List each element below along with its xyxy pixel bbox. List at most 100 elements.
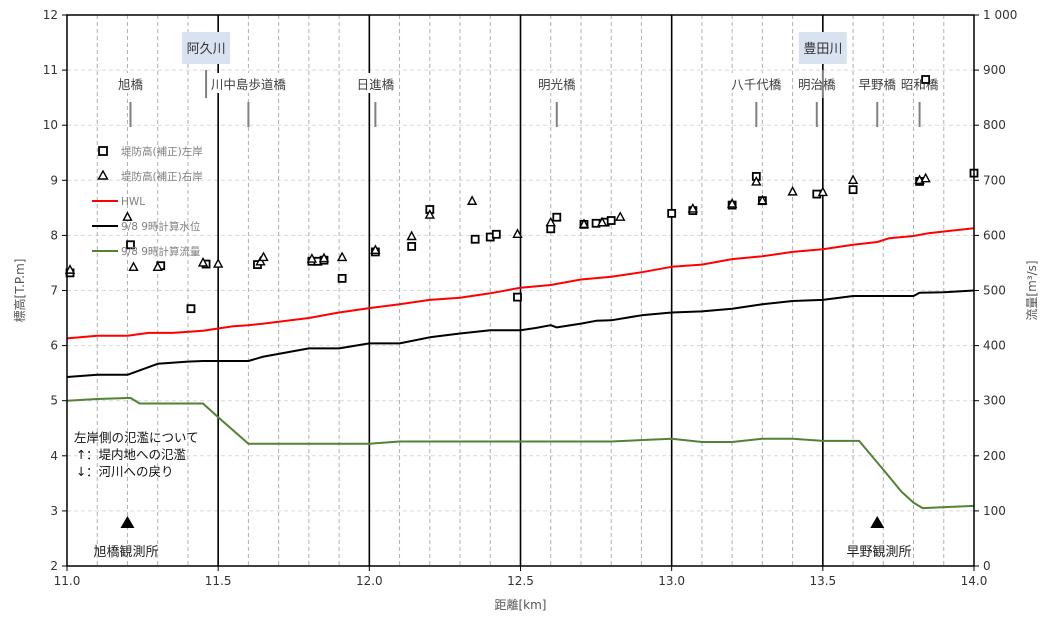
left-bank-point: [186, 304, 196, 314]
bridge-label: 早野橋: [858, 77, 896, 92]
station-label: 早野観測所: [846, 545, 911, 560]
y2-tick-label: 100: [983, 504, 1006, 518]
right-bank-point: [466, 195, 478, 205]
bridge-label-bg: [206, 73, 291, 93]
bridge-label-bg: [116, 73, 145, 93]
bridge-label: 明光橋: [538, 77, 576, 92]
y-tick-label: 11: [43, 63, 58, 77]
y2-tick-label: 200: [983, 449, 1006, 463]
bridge-label: 川中島歩道橋: [211, 77, 287, 92]
right-bank-point: [512, 228, 523, 238]
bridge-label: 昭和橋: [901, 77, 939, 92]
overflow-down-text: ：河川への戻り: [86, 464, 174, 479]
right-bank-point: [152, 261, 163, 272]
y-tick-label: 5: [50, 394, 58, 408]
tributary-label: 阿久川: [187, 42, 226, 57]
overflow-note-title: 左岸側の氾濫について: [74, 430, 199, 445]
y-tick-label: 4: [50, 449, 58, 463]
legend-label: 堤防高(補正)左岸: [121, 145, 203, 158]
y-tick-label: 6: [50, 339, 58, 353]
left-bank-point: [667, 208, 677, 218]
left-bank-point: [126, 240, 135, 250]
right-bank-point: [920, 172, 931, 183]
bridge-label-bg: [856, 73, 899, 93]
series-line-HWL: [66, 227, 975, 340]
embankment-markers: [64, 75, 979, 314]
y2-tick-label: 800: [983, 118, 1006, 132]
right-bank-point: [306, 253, 318, 263]
bridge-label: 日進橋: [357, 77, 395, 92]
left-bank-point: [606, 216, 616, 225]
series-line-9/8 9時計算流量: [66, 396, 975, 510]
station-marker: [870, 516, 885, 528]
y-tick-label: 3: [50, 504, 58, 518]
right-bank-point: [787, 185, 798, 196]
right-bank-point: [847, 174, 859, 185]
bridge-label-bg: [795, 73, 838, 93]
y2-tick-label: 300: [983, 394, 1006, 408]
right-bank-point: [615, 211, 626, 221]
y2-tick-label: 0: [983, 559, 991, 573]
left-bank-point: [513, 292, 522, 302]
right-bank-point: [406, 230, 417, 241]
legend-label: HWL: [121, 196, 145, 208]
x-tick-label: 14.0: [961, 574, 988, 588]
overflow-down-arrow: ↓: [76, 464, 86, 479]
left-bank-point: [848, 185, 858, 195]
left-bank-point: [337, 273, 347, 283]
y-tick-label: 2: [50, 559, 58, 573]
y-tick-label: 9: [50, 173, 58, 187]
x-axis-label: 距離[km]: [494, 598, 546, 612]
right-bank-point: [757, 194, 768, 205]
y-tick-label: 10: [43, 118, 58, 132]
left-bank-point: [552, 212, 562, 222]
left-bank-point: [470, 234, 480, 244]
tributary-box: [182, 32, 231, 64]
right-bank-point: [751, 175, 762, 186]
right-bank-point: [336, 251, 348, 262]
right-bank-point: [128, 261, 139, 272]
right-bank-point: [258, 251, 269, 262]
y-tick-label: 7: [50, 284, 58, 298]
right-bank-point: [122, 211, 133, 221]
series-lines: [66, 227, 975, 510]
y2-tick-label: 600: [983, 228, 1006, 242]
station-label: 旭橋観測所: [93, 545, 158, 560]
series-line-9/8 9時計算水位: [66, 289, 975, 378]
right-bank-point: [197, 256, 209, 267]
bridge-label: 明治橋: [798, 77, 836, 92]
bridge-label-bg: [898, 73, 941, 93]
right-bank-point: [578, 218, 590, 229]
bridge-label: 八千代橋: [731, 77, 782, 92]
bridge-label: 旭橋: [118, 77, 144, 92]
y-tick-label: 8: [50, 228, 58, 242]
x-tick-label: 12.0: [356, 574, 383, 588]
bridge-label-bg: [535, 73, 578, 93]
x-tick-label: 11.0: [54, 574, 81, 588]
y2-tick-label: 900: [983, 63, 1006, 77]
bridge-label-bg: [354, 73, 397, 93]
grid: [67, 14, 974, 567]
station-marker: [120, 516, 135, 528]
left-bank-point: [921, 75, 931, 84]
left-bank-point: [491, 229, 501, 239]
right-bank-point: [817, 186, 828, 197]
bridge-label-bg: [728, 73, 785, 93]
right-bank-point: [424, 209, 435, 219]
overflow-up-text: ：堤内地への氾濫: [86, 447, 186, 462]
legend-triangle-marker: [97, 169, 109, 180]
y2-tick-label: 700: [983, 173, 1006, 187]
y-tick-label: 12: [43, 8, 58, 22]
right-bank-point: [545, 216, 556, 227]
right-bank-point: [726, 198, 738, 208]
legend-label: 9/8 9時計算流量: [121, 245, 201, 258]
overflow-up-arrow: ↑: [76, 447, 86, 462]
tributary-box: [798, 32, 847, 64]
right-bank-point: [213, 258, 224, 268]
right-bank-point: [596, 216, 608, 227]
legend-label: 堤防高(補正)右岸: [121, 170, 203, 183]
axes: 11.0 11.5 12.0 12.5 13.0 13.5 14.0 2 3 4 5 6 7 8 9 10 11…: [12, 8, 1039, 612]
